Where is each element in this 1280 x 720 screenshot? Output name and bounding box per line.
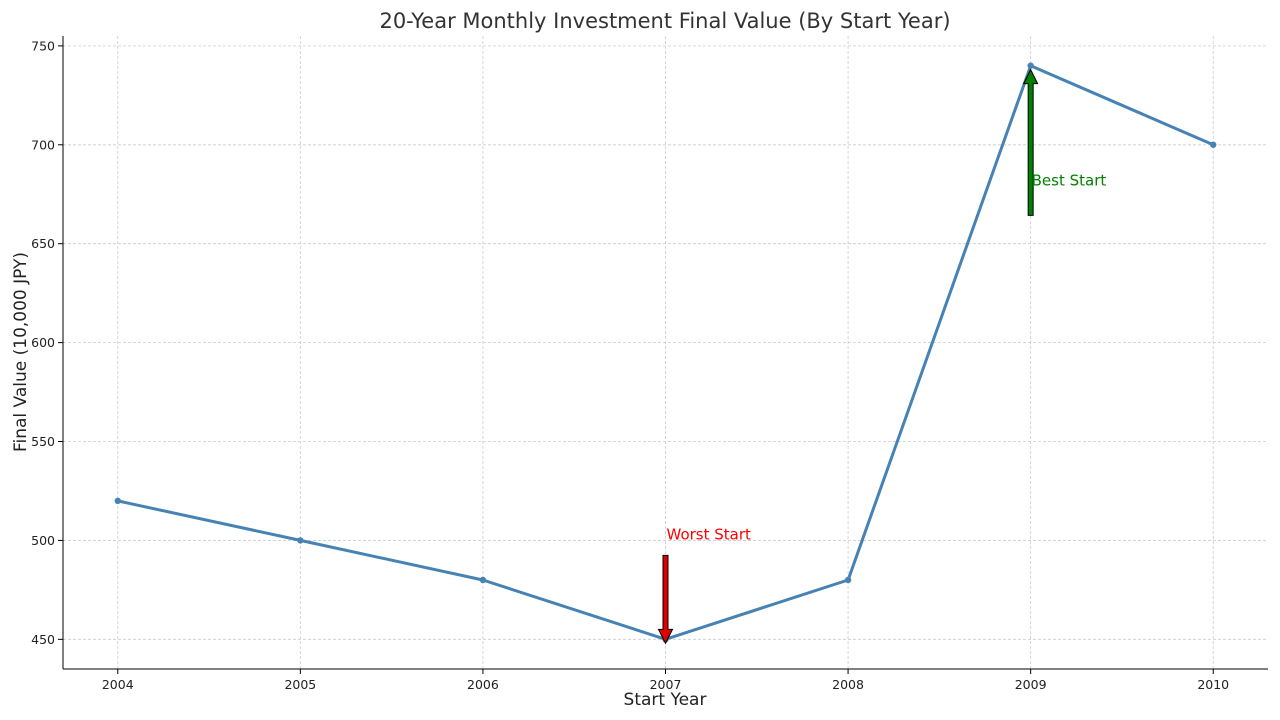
annotations: Worst Start Best Start [657, 68, 1107, 645]
y-tick-label: 450 [31, 632, 55, 647]
y-axis-label: Final Value (10,000 JPY) [11, 252, 31, 452]
x-tick-label: 2010 [1197, 677, 1229, 692]
data-point [114, 497, 121, 505]
x-tick-label: 2004 [102, 677, 134, 692]
y-tick-label: 500 [31, 533, 55, 548]
x-tick-label: 2007 [650, 677, 682, 692]
x-tick-label: 2008 [832, 677, 864, 692]
data-point [297, 537, 304, 544]
worst-start-label: Worst Start [667, 525, 752, 543]
data-point [1027, 62, 1034, 69]
data-point [844, 576, 852, 584]
best-start-arrow [1022, 68, 1039, 216]
axes: 2004 2005 2006 2007 2008 2009 2010 450 500 550 600… [31, 36, 1268, 692]
y-tick-label: 700 [31, 137, 55, 152]
data-point [479, 576, 487, 584]
x-tick-label: 2009 [1015, 677, 1047, 692]
data-point [1210, 141, 1217, 148]
x-tick-label: 2006 [467, 677, 499, 692]
y-tick-label: 550 [31, 434, 55, 449]
x-tick-label: 2005 [284, 677, 316, 692]
x-axis-label: Start Year [624, 690, 707, 710]
y-tick-label: 600 [31, 335, 55, 350]
y-tick-label: 650 [31, 236, 55, 251]
chart-title: 20-Year Monthly Investment Final Value (… [379, 9, 950, 33]
y-tick-label: 750 [31, 38, 55, 53]
best-start-label: Best Start [1032, 171, 1107, 189]
worst-start-arrow [657, 554, 674, 645]
